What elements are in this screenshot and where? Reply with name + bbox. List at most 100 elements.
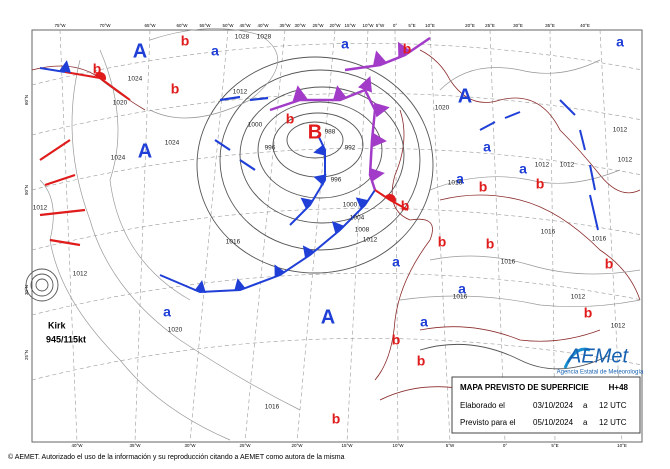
high-pressure-center: a <box>519 161 527 177</box>
isobar-label: 1012 <box>33 205 48 212</box>
storm-name: Kirk <box>48 320 67 330</box>
latitude-label: 30°N <box>24 285 29 295</box>
footer: © AEMET. Autorizado el uso de la informa… <box>8 453 345 461</box>
longitude-label: 70°W <box>99 23 111 28</box>
longitude-label: 20°W <box>329 23 341 28</box>
info-box-frame <box>451 376 641 434</box>
longitude-label: 75°W <box>54 23 66 28</box>
longitude-label: 15°W <box>344 23 356 28</box>
low-pressure-center: b <box>171 81 180 97</box>
longitude-label: 35°W <box>129 443 141 448</box>
longitude-label: 40°E <box>580 23 590 28</box>
isobar-label: 1016 <box>453 294 468 301</box>
isobar-label: 1012 <box>618 157 633 164</box>
longitude-label: 10°E <box>425 23 435 28</box>
longitude-label: 50°W <box>222 23 234 28</box>
logo-subtitle: Agencia Estatal de Meteorología <box>557 370 644 376</box>
longitude-label: 25°W <box>312 23 324 28</box>
longitude-label: 55°W <box>199 23 211 28</box>
isobar-label: 1012 <box>535 162 550 169</box>
low-pressure-center: b <box>401 198 410 214</box>
longitude-label: 5°W <box>376 23 385 28</box>
low-pressure-center: b <box>584 305 593 321</box>
isobar-label: 1016 <box>226 239 241 246</box>
latitude-label: 25°N <box>24 350 29 360</box>
longitude-label: 40°W <box>257 23 269 28</box>
info-date: 05/10/2024 <box>533 418 574 427</box>
low-pressure-center: b <box>486 236 495 252</box>
high-pressure-center: a <box>163 304 171 320</box>
high-pressure-center: a <box>392 254 400 270</box>
latitude-label: 60°N <box>24 95 29 105</box>
longitude-label: 40°W <box>71 443 83 448</box>
high-pressure-center: a <box>458 281 466 297</box>
low-pressure-center: b <box>479 179 488 195</box>
low-pressure-center: b <box>93 61 102 77</box>
isobar-label: 1020 <box>435 105 450 112</box>
longitude-label: 30°E <box>513 23 523 28</box>
info-time: 12 UTC <box>599 418 627 427</box>
isobar-label: 996 <box>265 145 276 152</box>
info-title: MAPA PREVISTO DE SUPERFICIE <box>460 383 589 392</box>
high-pressure-center: a <box>211 43 219 59</box>
low-pressure-center: b <box>536 176 545 192</box>
storm-intensity: 945/115kt <box>46 334 86 344</box>
longitude-label: 25°W <box>239 443 251 448</box>
info-label: Elaborado el <box>460 401 505 410</box>
isobar-label: 1012 <box>611 323 626 330</box>
info-step: H+48 <box>609 383 629 392</box>
isobar-label: 1024 <box>128 76 143 83</box>
low-pressure-center: b <box>403 41 412 57</box>
isobar-label: 1024 <box>165 140 180 147</box>
info-time: 12 UTC <box>599 401 627 410</box>
isobar-label: 988 <box>325 129 336 136</box>
info-at: a <box>583 401 588 410</box>
isobar-label: 1012 <box>363 237 378 244</box>
longitude-label: 30°W <box>184 443 196 448</box>
isobar-label: 1028 <box>235 34 250 41</box>
low-pressure-center: B <box>308 121 322 143</box>
longitude-label: 15°W <box>341 443 353 448</box>
high-pressure-center: a <box>341 36 349 52</box>
low-pressure-center: b <box>181 33 190 49</box>
longitude-label: 35°E <box>545 23 555 28</box>
longitude-label: 5°E <box>408 23 415 28</box>
low-pressure-center: b <box>605 256 614 272</box>
isobar-label: 1000 <box>343 202 358 209</box>
high-pressure-center: a <box>616 34 624 50</box>
isobar-label: 1016 <box>448 180 463 187</box>
longitude-label: 65°W <box>144 23 156 28</box>
isobar-label: 1000 <box>248 122 263 129</box>
high-pressure-center: A <box>458 85 472 107</box>
isobar-label: 1016 <box>541 229 556 236</box>
low-pressure-center: b <box>332 411 341 427</box>
longitude-label: 35°W <box>279 23 291 28</box>
isobar-label: 1012 <box>560 162 575 169</box>
high-pressure-center: A <box>138 140 152 162</box>
longitude-label: 20°W <box>291 443 303 448</box>
low-pressure-center: b <box>286 111 295 127</box>
isobar-label: 1016 <box>265 404 280 411</box>
isobar-label: 1012 <box>73 271 88 278</box>
isobar-label: 1024 <box>111 155 126 162</box>
low-pressure-center: b <box>417 353 426 369</box>
high-pressure-center: a <box>456 171 464 187</box>
longitude-label: 60°W <box>176 23 188 28</box>
low-pressure-center: b <box>392 332 401 348</box>
longitude-label: 10°W <box>362 23 374 28</box>
high-pressure-center: A <box>133 40 147 62</box>
latitude-label: 50°N <box>24 185 29 195</box>
isobar-label: 1020 <box>113 100 128 107</box>
fronts <box>39 36 599 294</box>
longitude-label: 5°E <box>551 443 558 448</box>
isobar-label: 1020 <box>168 327 183 334</box>
logo-name: AEMet <box>567 345 629 367</box>
isobar-label: 1028 <box>257 34 272 41</box>
info-at: a <box>583 418 588 427</box>
info-label: Previsto para el <box>460 418 516 427</box>
longitude-label: 25°E <box>485 23 495 28</box>
high-pressure-center: a <box>483 139 491 155</box>
longitude-label: 0° <box>503 443 508 448</box>
isobar-label: 1016 <box>501 259 516 266</box>
aemet-logo: AEMet Agencia Estatal de Meteorología <box>557 345 644 375</box>
